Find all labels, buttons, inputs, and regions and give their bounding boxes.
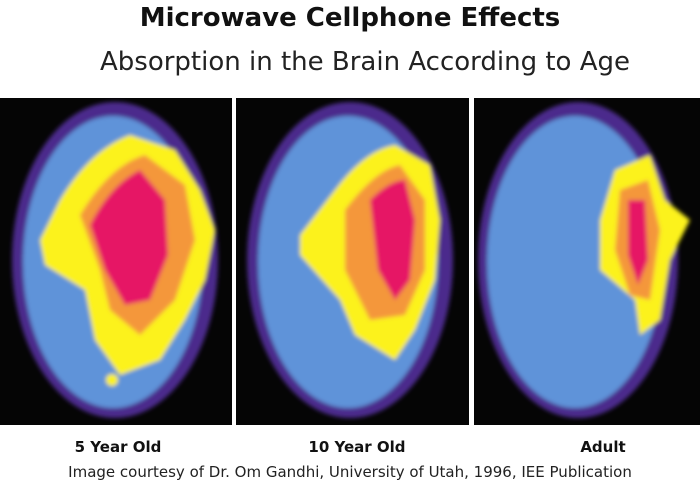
panel-label: Adult	[580, 438, 625, 456]
caption: Image courtesy of Dr. Om Gandhi, Univers…	[68, 463, 632, 481]
scan-10-year-old	[236, 98, 469, 425]
scan-adult	[474, 98, 700, 425]
scan-5-year-old	[0, 98, 232, 425]
subtitle: Absorption in the Brain According to Age	[100, 47, 630, 77]
panel-label: 5 Year Old	[75, 438, 162, 456]
panel-label: 10 Year Old	[308, 438, 405, 456]
title: Microwave Cellphone Effects	[140, 3, 561, 33]
